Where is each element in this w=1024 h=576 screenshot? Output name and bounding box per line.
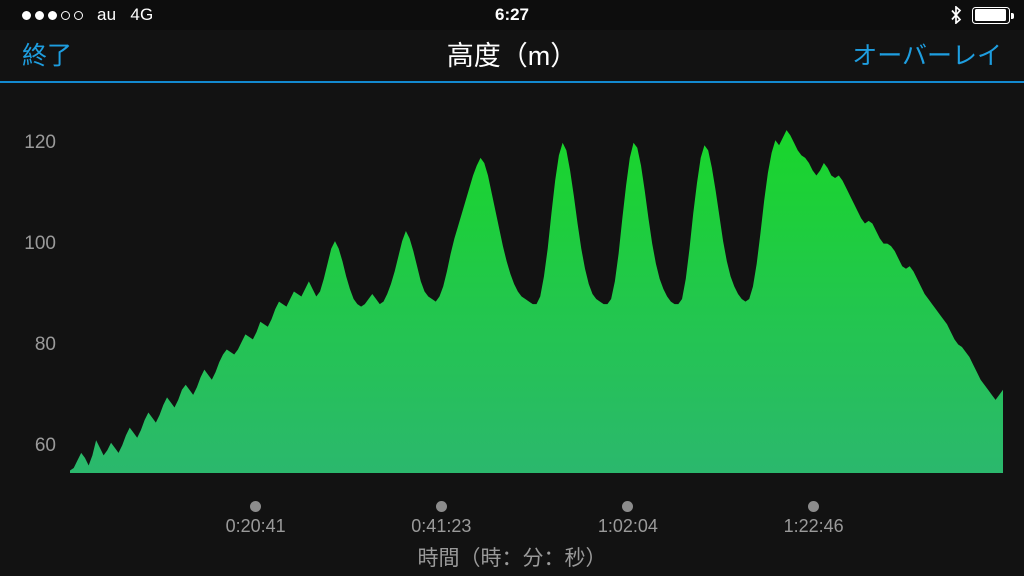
x-axis-tick-label: 0:41:23 (411, 516, 472, 536)
nav-separator (0, 81, 1024, 83)
elevation-chart[interactable]: 60 80 100 120 0:20:41 0:41:23 1:02:04 1:22:46 … (0, 84, 1024, 576)
elevation-area-path (70, 130, 1003, 474)
navigation-bar: 終了 高度（m） オーバーレイ (0, 30, 1024, 82)
status-bar: au 4G 6:27 (0, 0, 1024, 30)
battery-fill (974, 9, 1006, 21)
x-axis-tick-label: 0:20:41 (225, 516, 286, 536)
x-axis-tick-dot (435, 501, 447, 512)
y-axis-tick-label: 120 (24, 132, 56, 154)
elevation-area-chart-svg (70, 130, 1003, 474)
bluetooth-icon (950, 6, 962, 24)
y-axis-tick-label: 100 (24, 233, 56, 255)
carrier-label: au (97, 5, 117, 24)
x-axis-tick-label: 1:02:04 (597, 516, 658, 536)
y-axis-tick-label: 80 (34, 333, 56, 355)
signal-dot-3 (48, 10, 57, 20)
x-axis-tick-dot (622, 501, 634, 512)
page-title: 高度（m） (446, 41, 578, 71)
x-axis-tick-dot (250, 501, 262, 512)
battery-full-icon (972, 6, 1014, 24)
x-axis-tick-label: 1:22:46 (783, 516, 844, 536)
x-axis-tick-dot (808, 501, 820, 512)
status-bar-right (950, 0, 1014, 30)
clock-label: 6:27 (494, 5, 530, 24)
network-type-label: 4G (130, 5, 154, 24)
x-axis-label: 時間（時：分：秒） (417, 547, 607, 570)
close-button[interactable]: 終了 (22, 42, 73, 70)
signal-dot-1 (22, 10, 31, 20)
signal-dot-4 (61, 10, 70, 20)
signal-dot-5 (74, 10, 83, 20)
status-bar-left: au 4G (22, 0, 153, 30)
signal-dot-2 (35, 10, 44, 20)
signal-strength-icon (22, 10, 83, 20)
y-axis-tick-label: 60 (34, 434, 56, 456)
overlay-button[interactable]: オーバーレイ (852, 42, 1002, 70)
